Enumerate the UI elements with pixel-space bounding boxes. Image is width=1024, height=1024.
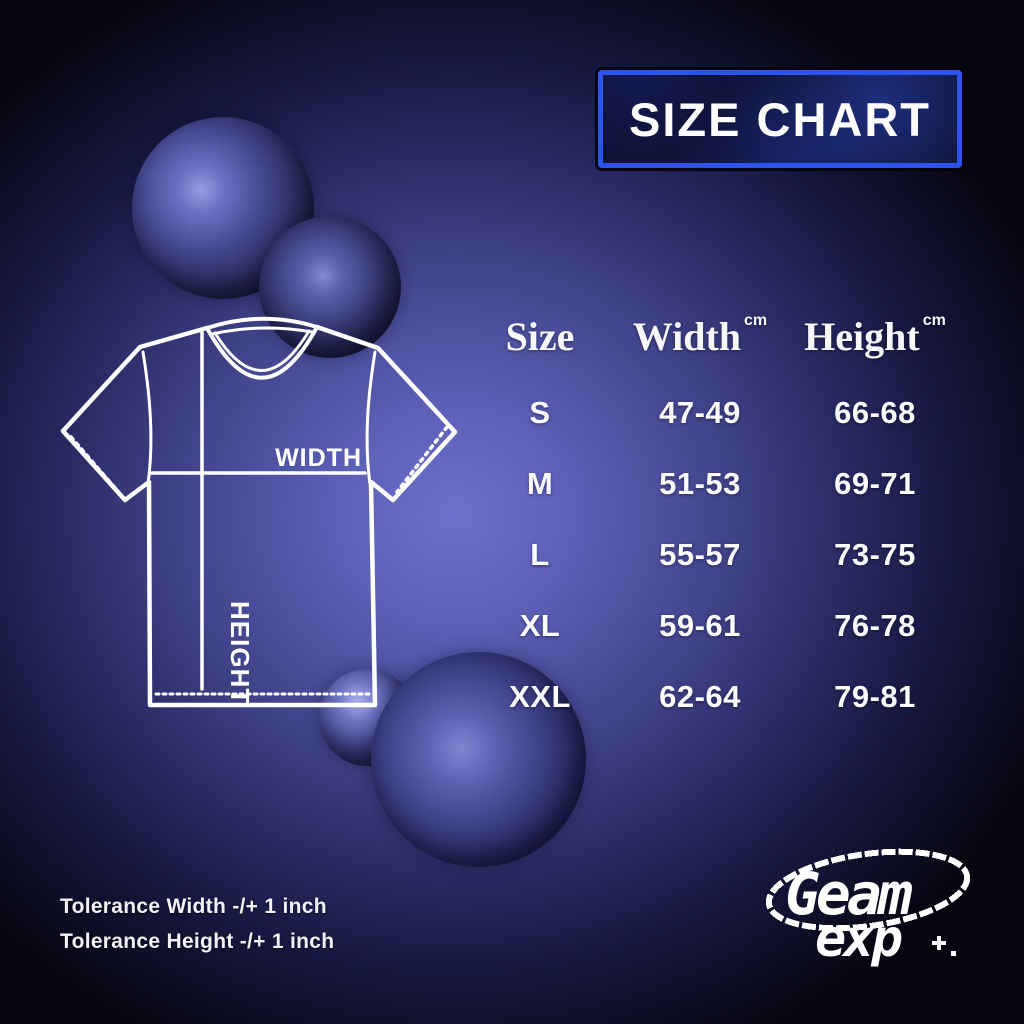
tshirt-collar-band [210,326,314,336]
sphere-decoration-top-medium [259,216,401,358]
tshirt-armhole-seam-right [365,350,377,486]
size-table: Size Width cm Height cm S 47-49 66-68 M 51… [480,295,950,732]
logo-word-2: exp [815,909,902,968]
size-chart-banner: SIZE CHART [598,70,962,168]
width-unit-label: cm [744,312,768,329]
table-row-l-width: 55-57 [659,536,741,572]
table-row-xl-height: 76-78 [834,607,916,643]
height-measure-label: HEIGHT [225,601,255,705]
table-row-xl-width: 59-61 [659,607,741,643]
table-row-l-size: L [530,536,550,572]
column-header-height: Height cm [804,312,946,359]
table-row-xxl-height: 79-81 [834,678,916,714]
tshirt-outline [60,324,458,708]
width-measure-label: WIDTH [275,444,362,472]
column-header-size: Size [505,313,575,359]
height-unit-label: cm [922,312,946,329]
brand-logo: Geam exp [765,848,971,968]
table-row-s-height: 66-68 [834,394,916,430]
table-row-m-size: M [526,465,554,501]
tshirt-cuff-stitch-left [69,435,124,498]
tshirt-collar-scoop-inner [213,329,311,372]
tolerance-height-note: Tolerance Height -/+ 1 inch [60,930,335,953]
logo-ellipse-ring [765,848,971,932]
tshirt-collar-top [205,316,319,330]
table-row-xl-size: XL [519,607,561,643]
logo-dot [951,951,956,956]
logo-word-1: Geam [785,860,913,928]
table-row-m-height: 69-71 [834,465,916,501]
table-row-s-width: 47-49 [659,394,741,430]
column-header-width: Width cm [632,312,768,359]
tolerance-width-note: Tolerance Width -/+ 1 inch [60,895,327,918]
table-row-xxl-width: 62-64 [659,678,741,714]
table-row-l-height: 73-75 [834,536,916,572]
table-row-s-size: S [529,394,551,430]
table-row-xxl-size: XXL [509,678,571,714]
tshirt-cuff-stitch-right [395,425,449,494]
sphere-decoration-bottom-large [371,652,586,867]
tshirt-armhole-seam-left [141,350,153,486]
table-row-m-width: 51-53 [659,465,741,501]
size-chart-title: SIZE CHART [629,92,931,146]
logo-sparkle-icon [932,936,946,950]
tshirt-collar-scoop-outer [205,325,319,380]
